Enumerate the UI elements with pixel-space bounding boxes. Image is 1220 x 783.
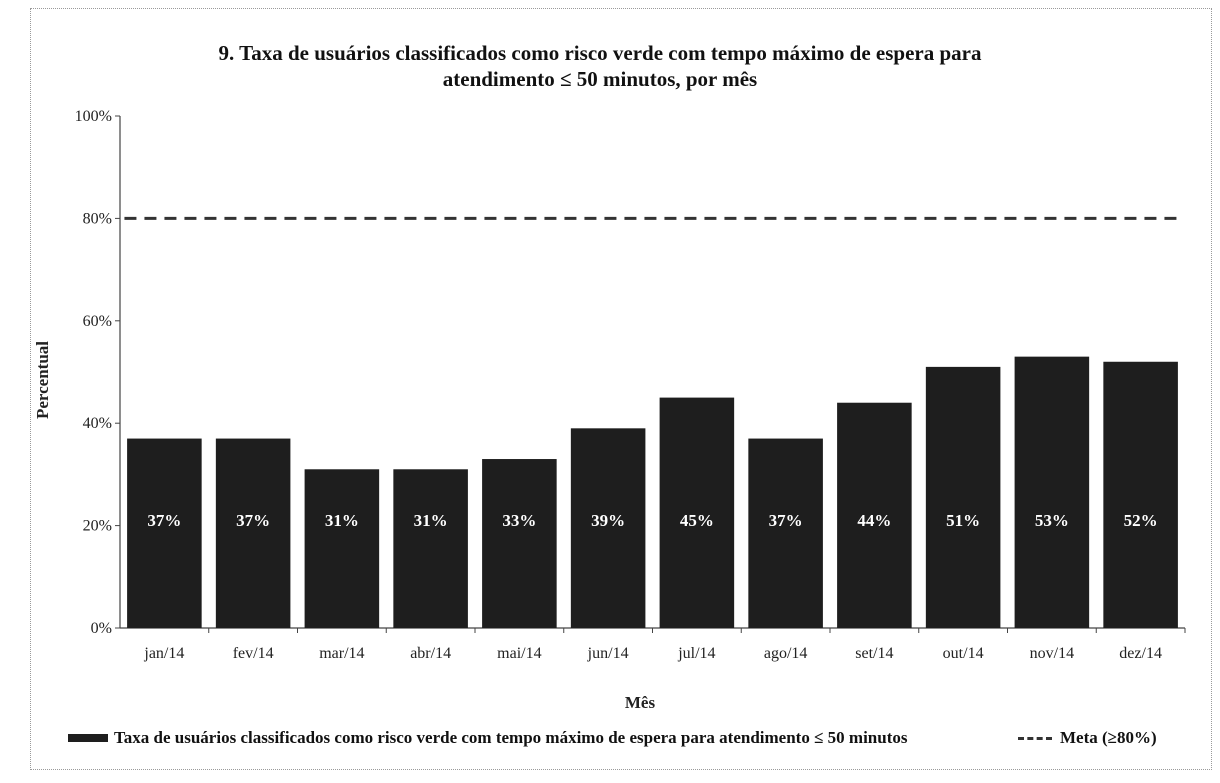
x-tick-label: out/14 [943, 645, 984, 662]
bar [748, 438, 823, 628]
bar [304, 469, 380, 628]
legend-meta-label: Meta (≥80%) [1060, 728, 1157, 747]
x-tick-label: mai/14 [497, 645, 541, 662]
y-tick-label: 80% [83, 210, 112, 227]
bar [837, 402, 912, 628]
bar [1103, 361, 1178, 628]
legend: Taxa de usuários classificados como risc… [68, 728, 907, 748]
legend-bar-swatch [68, 734, 108, 742]
bar-data-label: 37% [769, 511, 803, 530]
bar-data-label: 39% [591, 511, 625, 530]
chart-title-line-1: 9. Taxa de usuários classificados como r… [218, 41, 982, 65]
legend-line-swatch [1018, 736, 1052, 740]
y-tick-label: 20% [83, 518, 112, 535]
bar [215, 438, 291, 628]
x-tick-label: jul/14 [677, 645, 715, 662]
x-axis-ticks: jan/14 fev/14 mar/14 abr/14 mai/14 jun/14 jul/… [143, 628, 1186, 662]
bars [127, 356, 1178, 628]
bar [127, 438, 202, 628]
x-tick-label: abr/14 [410, 645, 451, 662]
chart-title: 9. Taxa de usuários classificados como r… [140, 40, 1060, 92]
y-axis-title: Percentual [33, 341, 52, 419]
x-tick-label: nov/14 [1030, 645, 1074, 662]
y-axis-ticks: 0% 20% 40% 60% 80% 100% [75, 108, 120, 637]
bar-data-label: 31% [325, 511, 359, 530]
bar-data-label: 52% [1124, 511, 1158, 530]
x-tick-label: dez/14 [1119, 645, 1162, 662]
bar [393, 469, 468, 628]
data-labels: 37% 37% 31% 31% 33% 39% 45% 37% 44% 51% 53% 52% [147, 511, 1157, 530]
chart-frame [30, 8, 1212, 770]
x-tick-label: fev/14 [233, 645, 274, 662]
bar [1014, 356, 1090, 628]
bar [925, 366, 1001, 628]
x-tick-label: jun/14 [587, 645, 629, 662]
y-tick-label: 100% [75, 108, 112, 125]
bar-data-label: 31% [414, 511, 448, 530]
bar-data-label: 51% [946, 511, 980, 530]
bar-data-label: 37% [236, 511, 270, 530]
legend-bar-label: Taxa de usuários classificados como risc… [114, 728, 908, 747]
bar-data-label: 44% [857, 511, 891, 530]
x-tick-label: set/14 [855, 645, 893, 662]
bar-data-label: 37% [147, 511, 181, 530]
bar [570, 428, 646, 628]
x-axis-title: Mês [625, 693, 656, 712]
bar-data-label: 45% [680, 511, 714, 530]
x-tick-label: mar/14 [319, 645, 364, 662]
x-tick-label: ago/14 [764, 645, 808, 662]
bar [482, 459, 557, 628]
bar-data-label: 53% [1035, 511, 1069, 530]
y-tick-label: 0% [91, 620, 112, 637]
chart-title-line-2: atendimento ≤ 50 minutos, por mês [442, 67, 758, 91]
legend-meta: Meta (≥80%) [1018, 728, 1157, 748]
bar-data-label: 33% [502, 511, 536, 530]
y-tick-label: 60% [83, 313, 112, 330]
x-tick-label: jan/14 [143, 645, 184, 662]
y-tick-label: 40% [83, 415, 112, 432]
bar [659, 397, 735, 628]
